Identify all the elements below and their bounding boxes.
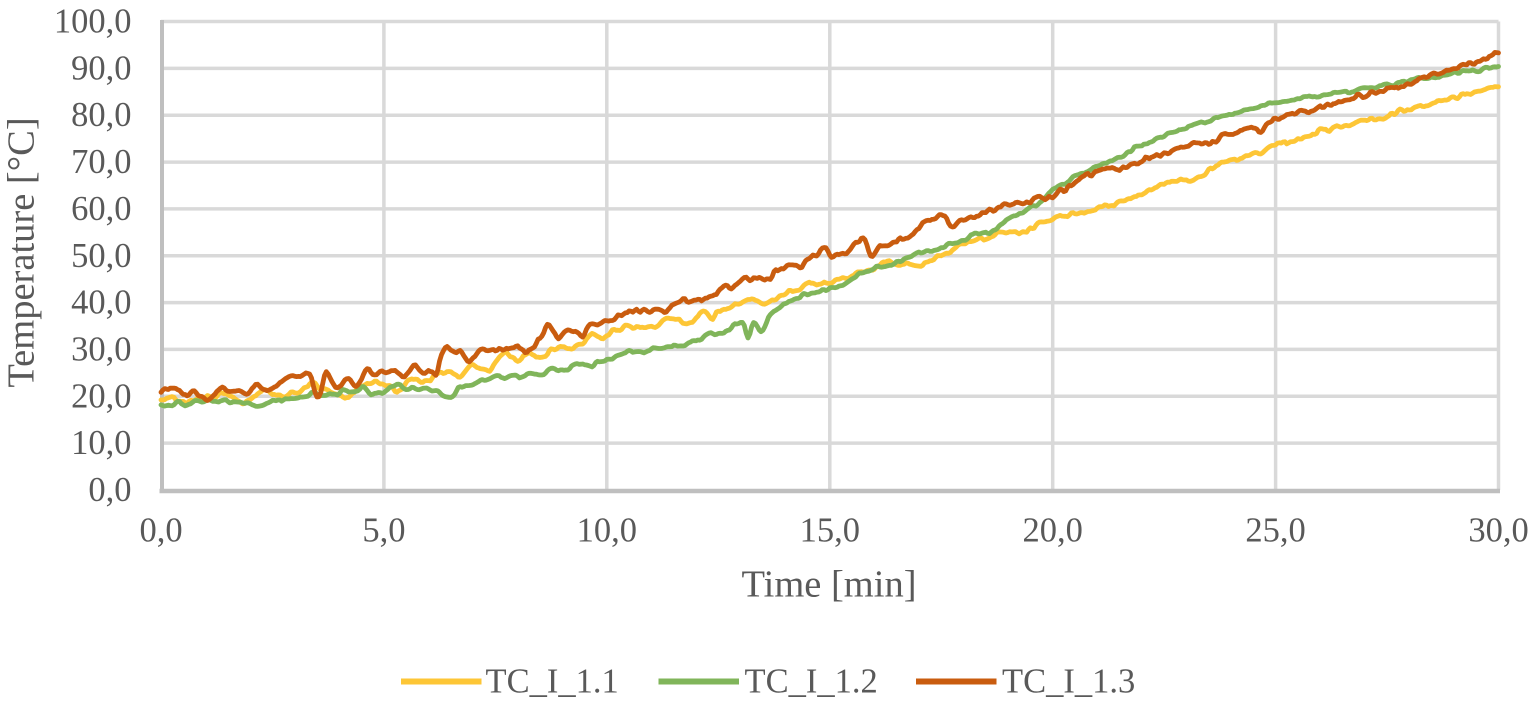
- svg-text:70,0: 70,0: [71, 143, 131, 181]
- svg-text:30,0: 30,0: [71, 330, 131, 368]
- svg-text:TC_I_1.2: TC_I_1.2: [745, 663, 878, 701]
- svg-text:80,0: 80,0: [71, 96, 131, 134]
- svg-text:0,0: 0,0: [139, 512, 182, 550]
- svg-text:0,0: 0,0: [88, 471, 131, 509]
- svg-text:TC_I_1.1: TC_I_1.1: [486, 663, 619, 701]
- svg-text:90,0: 90,0: [71, 49, 131, 87]
- svg-text:30,0: 30,0: [1468, 512, 1528, 550]
- svg-text:15,0: 15,0: [800, 512, 860, 550]
- svg-text:25,0: 25,0: [1245, 512, 1305, 550]
- svg-text:10,0: 10,0: [71, 424, 131, 462]
- svg-text:5,0: 5,0: [362, 512, 405, 550]
- svg-text:TC_I_1.3: TC_I_1.3: [1002, 663, 1135, 701]
- svg-text:Temperature [°C]: Temperature [°C]: [1, 117, 43, 387]
- svg-text:60,0: 60,0: [71, 190, 131, 228]
- svg-text:20,0: 20,0: [1023, 512, 1083, 550]
- svg-text:50,0: 50,0: [71, 237, 131, 275]
- svg-text:Time [min]: Time [min]: [741, 564, 916, 606]
- svg-text:100,0: 100,0: [54, 3, 132, 41]
- svg-text:20,0: 20,0: [71, 377, 131, 415]
- svg-text:10,0: 10,0: [577, 512, 637, 550]
- svg-text:40,0: 40,0: [71, 284, 131, 322]
